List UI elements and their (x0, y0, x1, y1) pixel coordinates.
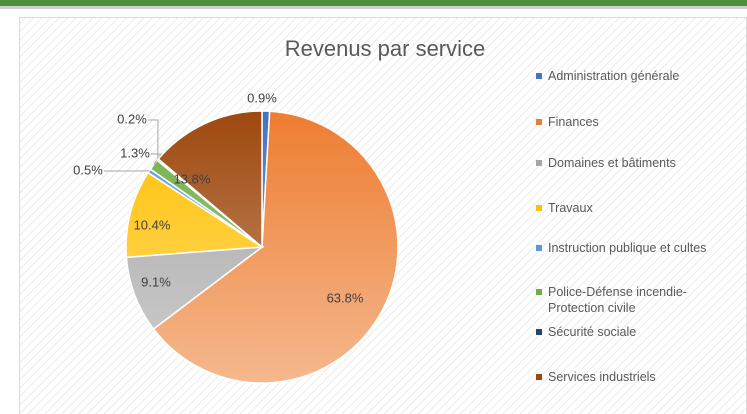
legend-label: Instruction publique et cultes (548, 241, 707, 255)
legend-item: Travaux (536, 200, 736, 216)
leader-line (151, 153, 162, 165)
pie-slice (157, 110, 263, 249)
legend-item: Domaines et bâtiments (536, 155, 736, 171)
data-label: 9.1% (141, 274, 171, 289)
data-label: 63.8% (327, 290, 364, 305)
data-label: 0.2% (117, 111, 147, 126)
legend-label: Domaines et bâtiments (548, 156, 676, 170)
legend-swatch (536, 73, 542, 79)
legend-item: Police-Défense incendie-Protection civil… (536, 284, 736, 316)
data-label: 13.8% (174, 171, 211, 186)
legend-label: Sécurité sociale (548, 325, 637, 339)
legend-label: Services industriels (548, 370, 656, 384)
top-bar (0, 0, 747, 6)
legend-swatch (536, 205, 542, 211)
legend-swatch (536, 289, 542, 295)
data-label: 0.9% (247, 90, 277, 105)
data-label: 1.3% (120, 145, 150, 160)
legend-item: Administration générale (536, 68, 736, 84)
legend-label: Administration générale (548, 69, 680, 83)
chart-title: Revenus par service (285, 36, 486, 61)
legend-item: Sécurité sociale (536, 324, 736, 340)
legend-item: Finances (536, 114, 736, 130)
legend-swatch (536, 329, 542, 335)
pie-slice (125, 171, 265, 259)
legend-label: Travaux (548, 201, 593, 215)
legend-swatch (536, 119, 542, 125)
pie-slice (152, 110, 399, 384)
legend-item: Instruction publique et cultes (536, 240, 736, 256)
pie-slice (125, 246, 265, 331)
legend-swatch (536, 245, 542, 251)
legend-swatch (536, 374, 542, 380)
legend-label: Finances (548, 115, 599, 129)
legend-label: Police-Défense incendie-Protection civil… (548, 285, 687, 315)
pie: 0.9% 63.8% 9.1% 10.4% 0.5% 1.3% 0.2% 13.8% (73, 90, 399, 384)
data-label: 10.4% (134, 217, 171, 232)
legend-swatch (536, 160, 542, 166)
top-bar-shadow (0, 6, 747, 9)
leader-line (148, 119, 159, 160)
legend-item: Services industriels (536, 369, 736, 385)
data-label: 0.5% (73, 162, 103, 177)
